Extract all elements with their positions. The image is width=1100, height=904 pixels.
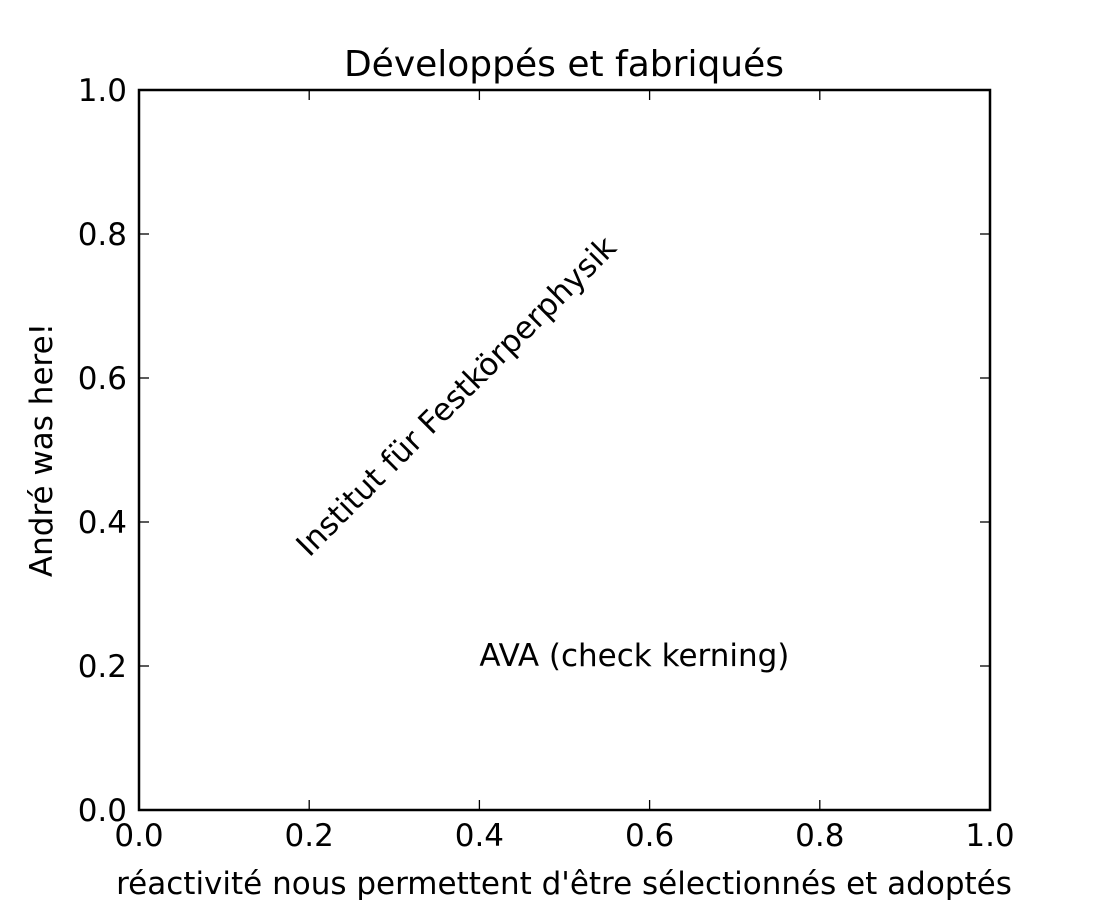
annotation-text: AVA (check kerning) (479, 638, 789, 674)
y-tick-label: 0.2 (78, 649, 127, 685)
y-tick-label: 0.0 (78, 793, 127, 829)
chart-title: Développés et fabriqués (344, 44, 784, 85)
x-tick-label: 0.4 (455, 818, 504, 854)
y-tick-label: 0.8 (78, 217, 127, 253)
x-tick-label: 0.0 (114, 818, 163, 854)
plot-area: 0.0 0.2 0.4 0.6 0.8 1.0 0.0 0.2 0.4 0.6 0.8 1.0 Inst… (78, 73, 1015, 854)
x-tick-label: 0.2 (285, 818, 334, 854)
y-tick-label: 0.6 (78, 361, 127, 397)
x-axis-label: réactivité nous permettent d'être sélect… (116, 866, 1012, 900)
plot-frame (137, 88, 992, 812)
y-tick-label: 1.0 (78, 73, 127, 109)
x-tick-label: 0.8 (795, 818, 844, 854)
annotation-text: Institut für Festkörperphysik (289, 229, 623, 563)
y-tick-label: 0.4 (78, 505, 127, 541)
x-tick-label: 0.6 (625, 818, 674, 854)
y-axis-label: André was here! (24, 323, 60, 577)
x-tick-label: 1.0 (965, 818, 1014, 854)
